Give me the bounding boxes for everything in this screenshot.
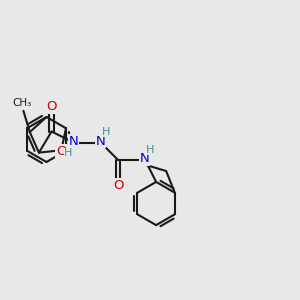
Text: H: H [64, 148, 72, 158]
Text: H: H [102, 127, 110, 137]
Text: O: O [113, 179, 123, 192]
Text: O: O [46, 100, 57, 113]
Text: O: O [56, 145, 67, 158]
Text: N: N [96, 134, 106, 148]
Text: N: N [140, 152, 149, 165]
Text: N: N [69, 134, 79, 148]
Text: CH₃: CH₃ [12, 98, 32, 108]
Text: H: H [146, 145, 155, 154]
